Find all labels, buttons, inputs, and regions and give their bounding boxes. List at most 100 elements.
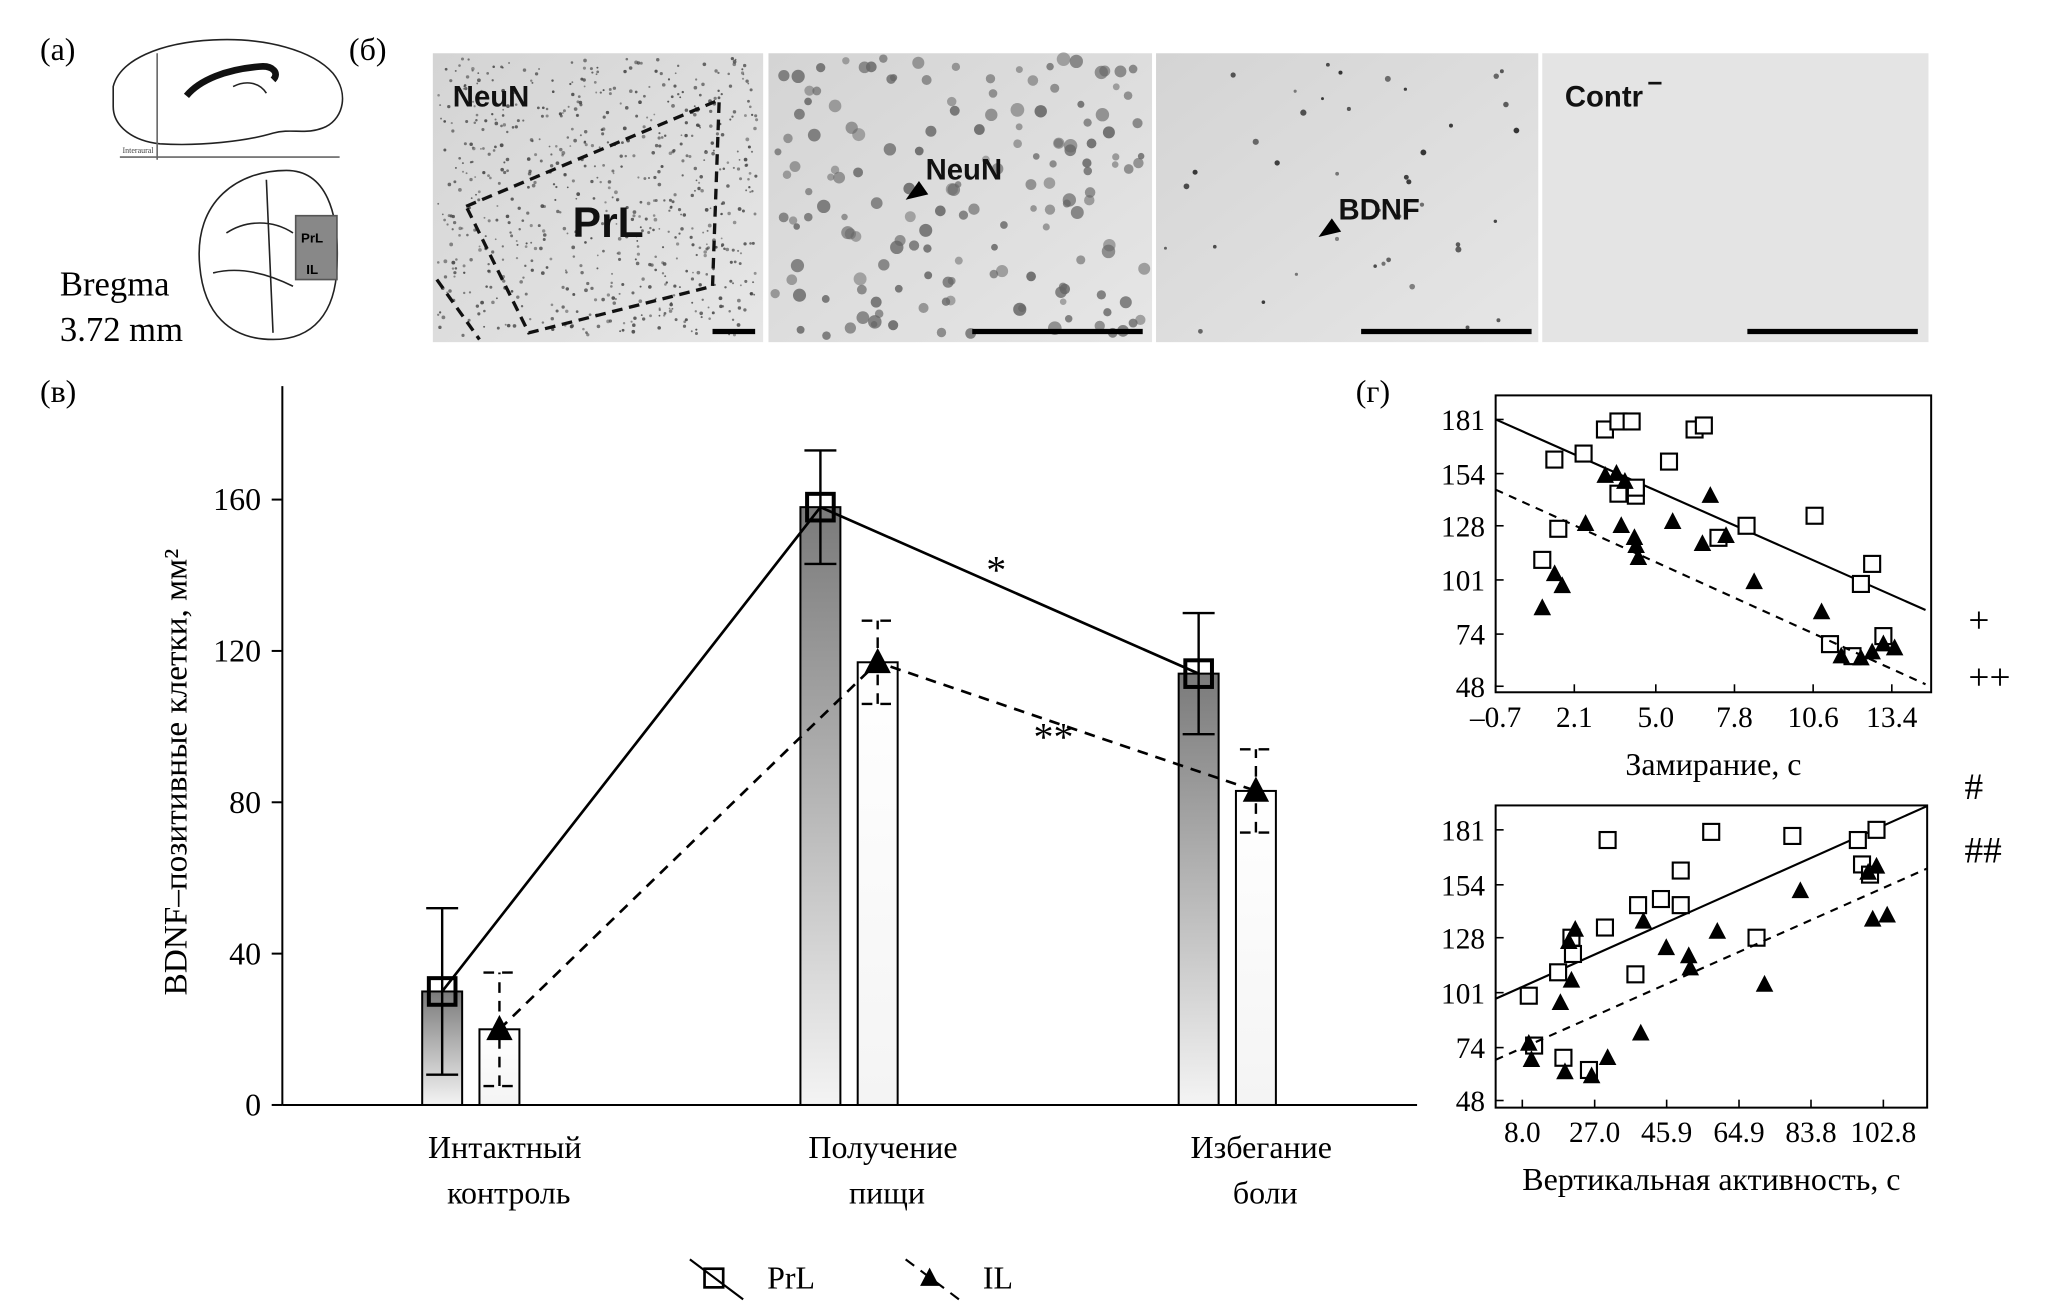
texture-dot (1198, 328, 1203, 334)
texture-dot (618, 292, 621, 295)
texture-dot (709, 207, 712, 210)
texture-dot (743, 308, 747, 312)
texture-dot (517, 206, 521, 210)
texture-dot (551, 79, 554, 82)
texture-dot (474, 176, 477, 179)
texture-dot (949, 105, 960, 116)
texture-dot (713, 96, 717, 101)
texture-dot (1123, 164, 1134, 174)
texture-dot (436, 261, 440, 264)
texture-dot (691, 227, 694, 230)
texture-dot (480, 147, 482, 150)
texture-dot (478, 248, 482, 252)
texture-dot (572, 255, 576, 258)
texture-dot (704, 208, 709, 212)
texture-dot (443, 275, 448, 279)
texture-dot (918, 302, 929, 313)
texture-dot (674, 72, 677, 75)
x-axis-label: Замирание, с (1625, 747, 1801, 782)
texture-dot (536, 106, 540, 110)
marker (1671, 896, 1690, 915)
texture-dot (558, 112, 563, 116)
texture-dot (501, 245, 504, 248)
texture-dot (690, 134, 694, 138)
texture-dot (680, 227, 684, 231)
texture-dot (635, 235, 638, 238)
texture-dot (744, 163, 748, 168)
texture-dot (663, 134, 667, 138)
texture-dot (542, 229, 546, 233)
texture-dot (1077, 100, 1085, 108)
texture-dot (732, 62, 737, 67)
texture-dot (726, 184, 730, 188)
texture-dot (679, 142, 683, 146)
texture-dot (499, 143, 504, 148)
texture-dot (550, 153, 553, 156)
legend-line (689, 1258, 744, 1301)
texture-dot (591, 71, 594, 74)
texture-dot (1026, 271, 1036, 282)
marker (1755, 974, 1774, 992)
texture-dot (576, 114, 579, 117)
texture-dot (441, 213, 444, 216)
texture-dot (1043, 177, 1056, 189)
texture-dot (521, 219, 525, 222)
texture-dot (1409, 283, 1416, 290)
texture-dot (514, 103, 518, 106)
texture-dot (736, 167, 741, 171)
texture-dot (743, 63, 747, 68)
texture-dot (727, 72, 730, 76)
texture-dot (611, 296, 616, 300)
texture-dot (555, 161, 560, 166)
texture-dot (670, 95, 674, 99)
marker (1851, 574, 1870, 594)
texture-dot (647, 230, 651, 234)
texture-dot (607, 186, 611, 190)
texture-dot (510, 234, 514, 238)
texture-dot (1499, 69, 1504, 74)
marker (1626, 965, 1645, 984)
texture-dot (1133, 157, 1144, 169)
texture-dot (844, 322, 856, 334)
texture-dot (465, 120, 469, 124)
bar (1234, 789, 1277, 1106)
marker (1702, 822, 1721, 841)
texture-dot (1338, 70, 1343, 75)
texture-dot (792, 288, 807, 302)
texture-dot (604, 201, 607, 204)
texture-dot (649, 226, 652, 230)
texture-dot (604, 234, 607, 237)
texture-dot (947, 96, 957, 107)
texture-dot (584, 288, 588, 293)
texture-dot (671, 200, 675, 204)
texture-dot (461, 170, 465, 173)
texture-dot (791, 69, 805, 84)
texture-dot (491, 250, 495, 254)
texture-dot (617, 257, 622, 261)
texture-dot (559, 211, 562, 214)
texture-dot (458, 156, 462, 160)
texture-dot (477, 78, 481, 83)
texture-dot (495, 218, 499, 222)
texture-dot (1138, 262, 1151, 275)
texture-dot (698, 283, 702, 287)
texture-dot (639, 61, 643, 65)
texture-dot (721, 305, 725, 308)
texture-dot (1083, 166, 1093, 176)
texture-dot (519, 280, 523, 284)
texture-dot (563, 173, 567, 177)
texture-dot (981, 155, 990, 164)
texture-dot (1192, 169, 1198, 175)
texture-dot (707, 223, 712, 228)
texture-dot (692, 271, 694, 274)
panel-label: (в) (40, 374, 76, 409)
texture-dot (717, 71, 720, 75)
texture-dot (658, 132, 661, 135)
texture-dot (450, 121, 453, 125)
texture-dot (685, 269, 689, 273)
marker (1519, 986, 1538, 1005)
texture-dot (614, 297, 617, 301)
marker (1671, 861, 1690, 880)
texture-dot (534, 153, 538, 157)
texture-dot (447, 182, 452, 187)
